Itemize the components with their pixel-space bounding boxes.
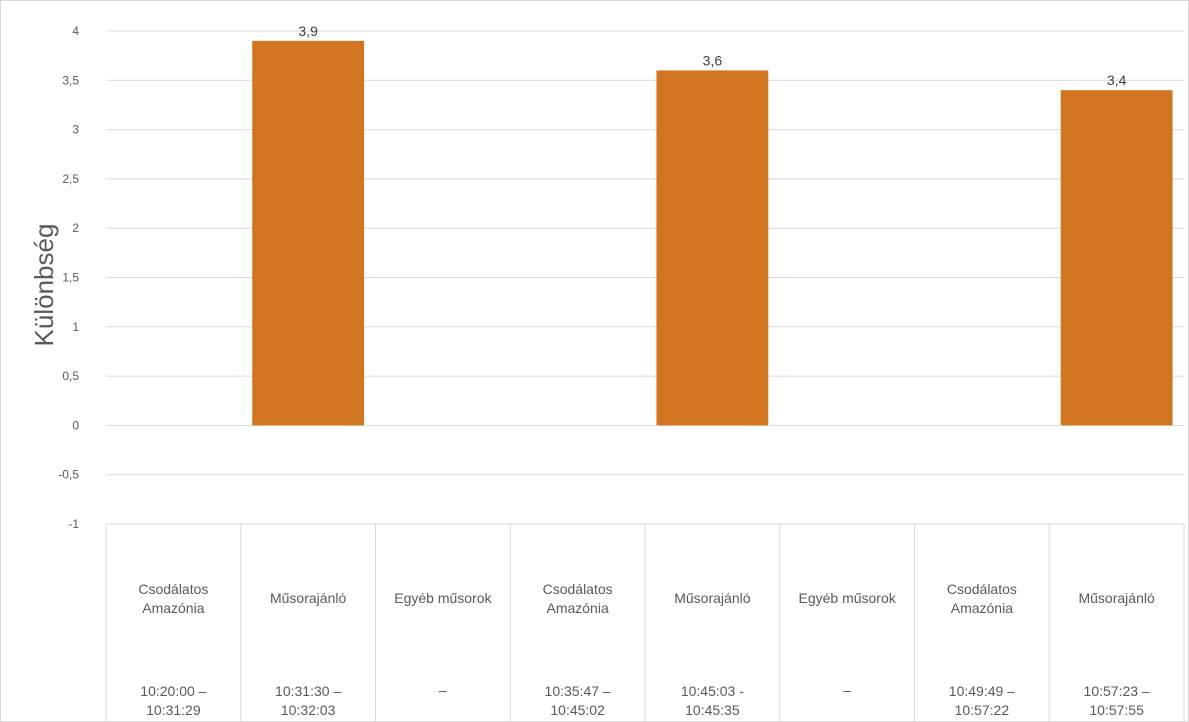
category-name: Amazónia — [142, 600, 204, 616]
category-time: 10:32:03 — [281, 702, 336, 718]
y-tick-label: 0 — [72, 418, 79, 432]
category-time: – — [843, 682, 851, 698]
data-labels: 3,9 3,6 3,4 — [298, 23, 1126, 88]
category-time: 10:31:29 — [146, 702, 201, 718]
category-time: 10:57:55 — [1089, 702, 1144, 718]
category-name: Amazónia — [546, 600, 608, 616]
y-tick-label: 0,5 — [62, 369, 79, 383]
category-time: 10:45:35 — [685, 702, 740, 718]
y-tick-label: 2,5 — [62, 172, 79, 186]
category-name: Műsorajánló — [674, 590, 750, 606]
y-tick-label: 1,5 — [62, 271, 79, 285]
category-axis: Csodálatos Amazónia 10:20:00 – 10:31:29 Műso… — [105, 524, 1185, 722]
category-name: Műsorajánló — [270, 590, 346, 606]
bar — [656, 70, 769, 426]
category-time: 10:49:49 – — [949, 683, 1015, 699]
y-tick-label: 3,5 — [62, 73, 79, 87]
y-tick-label: -0,5 — [58, 468, 79, 482]
y-tick-label: 1 — [72, 320, 79, 334]
category-name: Egyéb műsorok — [394, 590, 492, 606]
category-name: Amazónia — [951, 600, 1013, 616]
data-label: 3,6 — [703, 52, 723, 68]
category-time: 10:45:03 - — [681, 683, 744, 699]
y-tick-label: -1 — [68, 517, 79, 531]
category-name: Műsorajánló — [1078, 590, 1154, 606]
category-time: 10:20:00 – — [140, 683, 206, 699]
category-time: 10:35:47 – — [545, 683, 611, 699]
category-time: 10:57:23 – — [1084, 683, 1150, 699]
data-label: 3,9 — [298, 23, 318, 39]
y-axis-title: Különbség — [29, 224, 59, 347]
y-tick-label: 4 — [72, 24, 79, 38]
bar — [252, 40, 365, 426]
y-axis-ticks: 4 3,5 3 2,5 2 1,5 1 0,5 0 -0,5 -1 — [58, 24, 79, 531]
y-tick-label: 3 — [72, 123, 79, 137]
category-time: 10:31:30 – — [275, 683, 341, 699]
category-name: Csodálatos — [947, 581, 1017, 597]
bars — [252, 40, 1173, 426]
category-name: Egyéb műsorok — [798, 590, 896, 606]
bar — [1060, 90, 1173, 426]
category-time: – — [439, 682, 447, 698]
data-label: 3,4 — [1107, 72, 1127, 88]
category-name: Csodálatos — [138, 581, 208, 597]
category-time: 10:45:02 — [550, 702, 605, 718]
y-tick-label: 2 — [72, 221, 79, 235]
category-name: Csodálatos — [543, 581, 613, 597]
category-time: 10:57:22 — [955, 702, 1010, 718]
